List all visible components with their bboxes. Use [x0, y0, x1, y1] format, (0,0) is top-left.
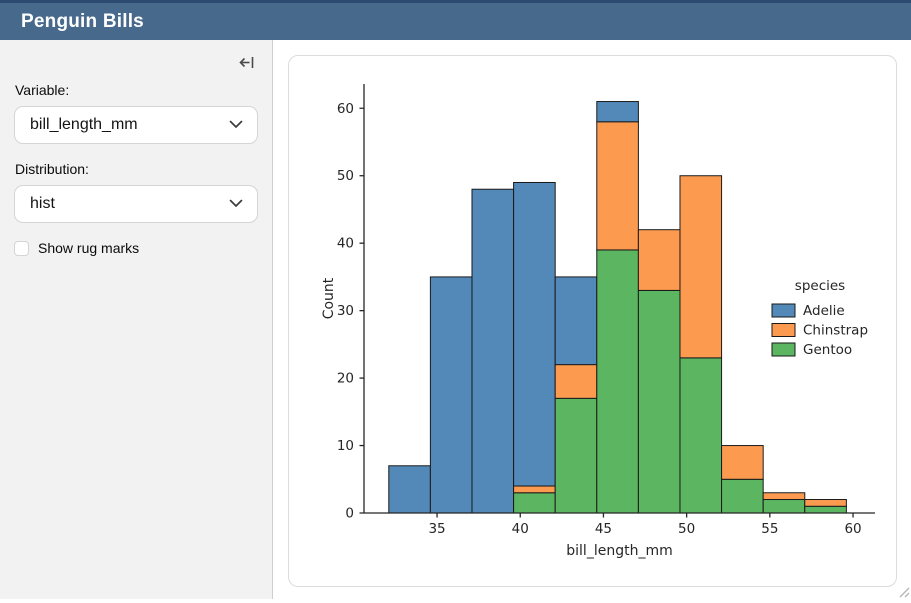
svg-text:35: 35 [428, 521, 445, 537]
distribution-label: Distribution: [15, 161, 89, 177]
legend-swatch-adelie [771, 303, 796, 318]
svg-text:50: 50 [678, 521, 695, 537]
bar-segment-adelie [388, 465, 431, 514]
app-body: Variable: bill_length_mm Distribution: h… [0, 40, 911, 599]
legend-swatch-chinstrap [771, 323, 796, 337]
bar-segment-chinstrap [804, 499, 847, 507]
svg-text:30: 30 [337, 303, 354, 319]
distribution-select-value: hist [30, 195, 55, 212]
legend-title: species [795, 278, 845, 294]
bar-segment-adelie [513, 181, 556, 487]
collapse-sidebar-icon[interactable] [238, 54, 255, 77]
bar-segment-adelie [554, 276, 598, 366]
variable-select-value: bill_length_mm [30, 116, 138, 133]
app-title: Penguin Bills [21, 10, 144, 32]
sidebar-collapse-row [14, 54, 258, 78]
chevron-down-icon [229, 195, 243, 213]
histogram-chart: 35 40 45 50 55 60 0 10 20 30 40 50 60 bill_length_mm C… [321, 84, 875, 559]
legend-label-adelie: Adelie [803, 303, 845, 319]
bar-segment-adelie [596, 101, 639, 123]
svg-text:55: 55 [761, 521, 778, 537]
rug-checkbox[interactable] [14, 240, 29, 256]
bar-segment-gentoo [637, 289, 681, 514]
bar-segment-chinstrap [721, 445, 764, 480]
bar-segment-gentoo [721, 478, 764, 514]
rug-checkbox-label: Show rug marks [38, 240, 140, 256]
svg-text:50: 50 [337, 168, 354, 184]
bar-segment-gentoo [804, 505, 847, 514]
variable-select[interactable]: bill_length_mm [14, 106, 258, 144]
bar-segment-chinstrap [513, 485, 556, 494]
svg-text:60: 60 [844, 521, 861, 537]
sidebar: Variable: bill_length_mm Distribution: h… [0, 40, 273, 599]
resize-grip-icon[interactable] [897, 585, 910, 598]
bar-segment-chinstrap [596, 121, 639, 251]
bar-segment-chinstrap [637, 229, 681, 291]
chevron-down-icon [229, 116, 243, 134]
distribution-select[interactable]: hist [14, 185, 258, 223]
x-axis-label: bill_length_mm [566, 543, 672, 559]
rug-checkbox-row: Show rug marks [14, 240, 258, 256]
legend-label-chinstrap: Chinstrap [803, 323, 868, 339]
main-content: 35 40 45 50 55 60 0 10 20 30 40 50 60 bill_length_mm C… [273, 40, 911, 599]
svg-text:40: 40 [337, 236, 354, 252]
app-header: Penguin Bills [0, 0, 911, 40]
legend-swatch-gentoo [771, 342, 796, 357]
svg-text:40: 40 [512, 521, 529, 537]
bar-segment-gentoo [762, 499, 806, 514]
bar-segment-gentoo [513, 492, 556, 514]
svg-text:60: 60 [337, 101, 354, 117]
bar-segment-chinstrap [762, 492, 806, 501]
bar-segment-gentoo [596, 249, 639, 514]
bar-segment-chinstrap [554, 364, 598, 399]
bar-segment-chinstrap [679, 175, 723, 359]
bar-segment-gentoo [554, 397, 598, 514]
y-axis-label: Count [321, 277, 337, 319]
plot-card: 35 40 45 50 55 60 0 10 20 30 40 50 60 bill_length_mm C… [288, 55, 897, 587]
svg-text:45: 45 [595, 521, 612, 537]
legend-label-gentoo: Gentoo [803, 342, 852, 358]
bar-segment-gentoo [679, 357, 723, 514]
svg-text:20: 20 [337, 371, 354, 387]
svg-text:0: 0 [345, 506, 354, 522]
bar-segment-adelie [429, 276, 473, 514]
bar-segment-adelie [471, 188, 515, 514]
variable-label: Variable: [15, 82, 70, 98]
svg-text:10: 10 [337, 438, 354, 454]
